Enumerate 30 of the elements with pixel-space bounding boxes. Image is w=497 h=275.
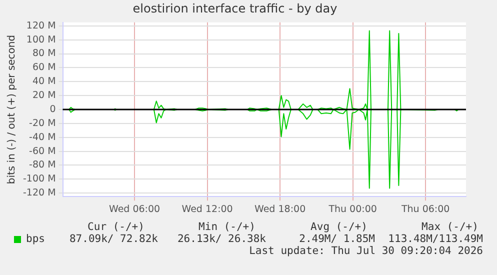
- text: 113.48M/113.49M: [388, 233, 483, 245]
- y-tick-label: -100 M: [22, 174, 56, 185]
- y-tick-label: 20 M: [32, 90, 56, 102]
- x-tick-label: Thu 00:00: [328, 204, 377, 215]
- x-tick-label: Wed 18:00: [254, 204, 306, 215]
- y-tick-label: 80 M: [32, 48, 56, 60]
- y-tick-label: 60 M: [32, 62, 56, 74]
- x-tick-label: Wed 12:00: [182, 204, 233, 215]
- text: Cur (-/+): [86, 221, 146, 233]
- y-tick-label: 40 M: [32, 76, 56, 88]
- legend-label: bps: [26, 233, 45, 245]
- text: 87.09k/ 72.82k: [69, 233, 158, 245]
- y-tick-label: -20 M: [29, 118, 56, 129]
- y-tick-label: 120 M: [26, 20, 56, 32]
- text: Avg (-/+): [310, 221, 368, 233]
- text: Max (-/+): [420, 221, 480, 233]
- text: 2.49M/ 1.85M: [299, 233, 375, 245]
- y-tick-label: -40 M: [29, 132, 56, 143]
- chart-title: elostirion interface traffic - by day: [132, 1, 338, 16]
- x-tick-label: Wed 06:00: [108, 204, 160, 215]
- y-axis-title: bits in (-) / out (+) per second: [6, 34, 18, 184]
- text: Last update: Thu Jul 30 09:20:04 2026: [249, 245, 483, 257]
- text: Min (-/+): [198, 221, 256, 233]
- text: 26.13k/ 26.38k: [177, 233, 266, 245]
- y-tick-label: 0: [50, 104, 56, 115]
- y-tick-label: -60 M: [29, 146, 56, 157]
- x-tick-label: Thu 06:00: [400, 204, 450, 215]
- y-tick-label: -120 M: [22, 188, 56, 199]
- y-tick-label: -80 M: [29, 160, 56, 171]
- y-tick-label: 100 M: [26, 34, 56, 46]
